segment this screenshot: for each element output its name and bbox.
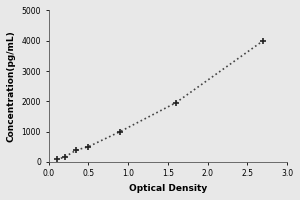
Y-axis label: Concentration(pg/mL): Concentration(pg/mL)	[7, 30, 16, 142]
X-axis label: Optical Density: Optical Density	[129, 184, 207, 193]
